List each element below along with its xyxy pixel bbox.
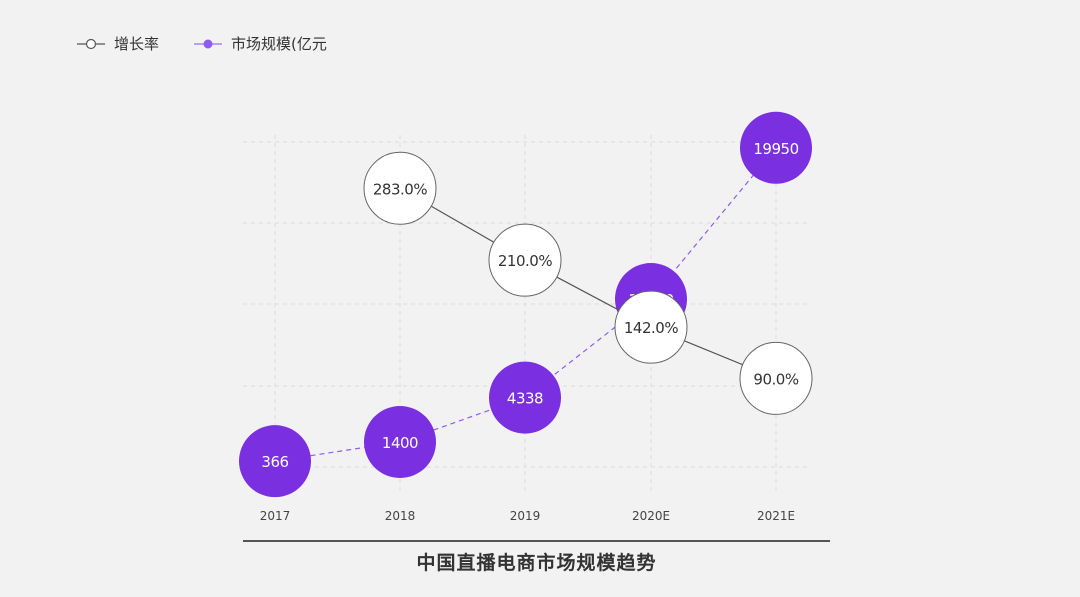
x-tick-label: 2017 [260,509,291,523]
x-tick-label: 2020E [632,509,670,523]
hollow-circle-line-icon [77,38,105,49]
growth-rate-point [614,290,688,364]
market-size-label: 366 [261,453,288,471]
chart-title: 中国直播电商市场规模趋势 [416,552,657,574]
legend: 增长率 市场规模(亿元 [76,33,327,54]
growth-rate-label: 210.0% [498,252,552,270]
growth-rate-line [399,187,777,379]
market-size-label: 4338 [507,390,543,408]
bottom-rule [243,540,830,542]
legend-item-growth: 增长率 [76,33,159,54]
growth-rate-point [363,151,437,225]
legend-label-growth: 增长率 [114,35,160,53]
growth-rate-label: 283.0% [373,180,427,198]
market-size-point [489,361,561,434]
legend-label-market: 市场规模(亿元 [231,35,327,53]
growth-rate-point [488,223,562,297]
growth-rate-label: 142.0% [624,319,678,337]
growth-rate-point [739,341,813,415]
market-size-label: 1400 [382,434,418,452]
market-size-label: 19950 [753,140,798,158]
growth-rate-label: 90.0% [753,370,798,388]
filled-circle-line-icon [194,39,223,48]
x-tick-label: 2018 [385,509,416,523]
market-size-line [274,147,777,462]
market-size-point [239,425,311,498]
market-size-point [740,111,812,184]
market-size-point [364,406,436,478]
x-tick-label: 2021E [757,509,795,523]
x-tick-label: 2019 [510,509,541,523]
legend-item-market: 市场规模(亿元 [193,33,327,54]
